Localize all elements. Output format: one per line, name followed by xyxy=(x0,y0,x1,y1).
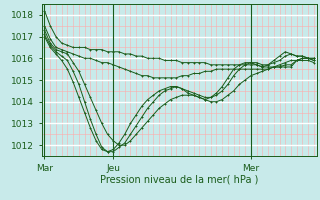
X-axis label: Pression niveau de la mer( hPa ): Pression niveau de la mer( hPa ) xyxy=(100,174,258,184)
